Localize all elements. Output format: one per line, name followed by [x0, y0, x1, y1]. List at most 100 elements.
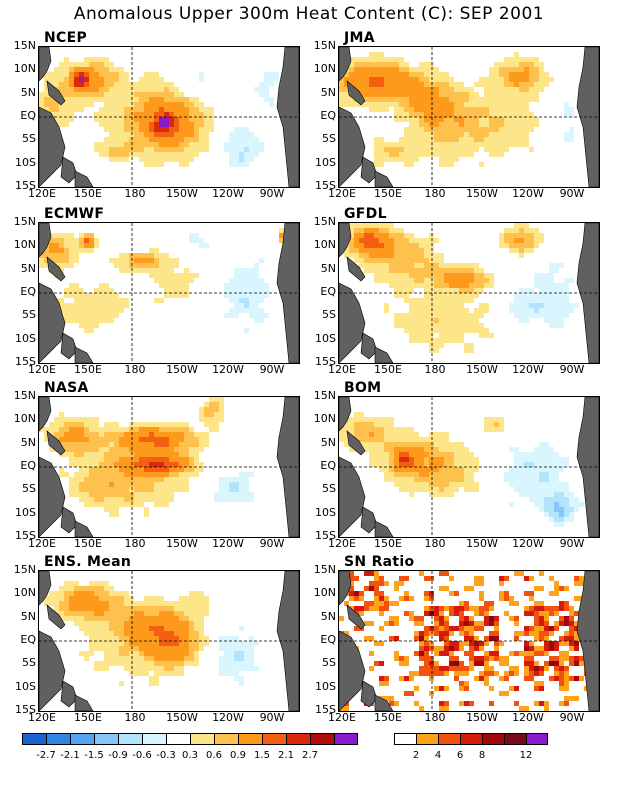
- heatmap-cell: [509, 57, 514, 62]
- heatmap-cell: [164, 432, 169, 437]
- heatmap-cell: [354, 233, 359, 238]
- heatmap-cell: [89, 447, 94, 452]
- heatmap-cell: [539, 616, 544, 621]
- heatmap-cell: [199, 442, 204, 447]
- heatmap-cell: [354, 243, 359, 248]
- heatmap-cell: [84, 437, 89, 442]
- heatmap-cell: [574, 596, 579, 601]
- heatmap-cell: [354, 422, 359, 427]
- heatmap-cell: [564, 671, 569, 676]
- heatmap-cell: [469, 293, 474, 298]
- heatmap-cell: [169, 263, 174, 268]
- heatmap-cell: [484, 147, 489, 152]
- heatmap-cell: [119, 661, 124, 666]
- heatmap-cell: [524, 82, 529, 87]
- heatmap-cell: [159, 661, 164, 666]
- heatmap-cell: [414, 457, 419, 462]
- heatmap-cell: [384, 696, 389, 701]
- heatmap-cell: [139, 263, 144, 268]
- heatmap-cell: [414, 107, 419, 112]
- heatmap-cell: [549, 482, 554, 487]
- land-mass: [74, 520, 94, 537]
- heatmap-cell: [104, 432, 109, 437]
- heatmap-cell: [134, 482, 139, 487]
- heatmap-cell: [464, 626, 469, 631]
- heatmap-cell: [439, 631, 444, 636]
- heatmap-cell: [224, 477, 229, 482]
- heatmap-cell: [89, 472, 94, 477]
- heatmap-cell: [509, 107, 514, 112]
- heatmap-cell: [459, 681, 464, 686]
- heatmap-cell: [364, 102, 369, 107]
- heatmap-cell: [184, 616, 189, 621]
- heatmap-cell: [464, 92, 469, 97]
- heatmap-cell: [94, 308, 99, 313]
- heatmap-cell: [409, 437, 414, 442]
- heatmap-cell: [574, 581, 579, 586]
- heatmap-cell: [379, 676, 384, 681]
- heatmap-cell: [519, 62, 524, 67]
- heatmap-cell: [419, 152, 424, 157]
- heatmap-cell: [494, 656, 499, 661]
- heatmap-cell: [209, 427, 214, 432]
- heatmap-cell: [519, 313, 524, 318]
- heatmap-cell: [469, 268, 474, 273]
- heatmap-cell: [54, 112, 59, 117]
- heatmap-cell: [449, 646, 454, 651]
- heatmap-cell: [84, 591, 89, 596]
- heatmap-cell: [454, 442, 459, 447]
- heatmap-cell: [174, 147, 179, 152]
- heatmap-cell: [379, 147, 384, 152]
- heatmap-cell: [354, 591, 359, 596]
- heatmap-cell: [104, 62, 109, 67]
- heatmap-cell: [349, 422, 354, 427]
- heatmap-cell: [149, 92, 154, 97]
- heatmap-cell: [234, 676, 239, 681]
- heatmap-cell: [139, 482, 144, 487]
- heatmap-cell: [104, 72, 109, 77]
- heatmap-cell: [74, 447, 79, 452]
- heatmap-cell: [139, 601, 144, 606]
- heatmap-cell: [414, 92, 419, 97]
- heatmap-cell: [144, 447, 149, 452]
- heatmap-cell: [209, 107, 214, 112]
- heatmap-cell: [399, 107, 404, 112]
- heatmap-cell: [414, 686, 419, 691]
- heatmap-cell: [454, 92, 459, 97]
- heatmap-cell: [264, 313, 269, 318]
- heatmap-cell: [174, 651, 179, 656]
- heatmap-cell: [74, 442, 79, 447]
- heatmap-cell: [514, 666, 519, 671]
- land-mass: [39, 456, 66, 537]
- heatmap-cell: [469, 92, 474, 97]
- heatmap-cell: [244, 137, 249, 142]
- heatmap-cell: [259, 318, 264, 323]
- heatmap-cell: [419, 646, 424, 651]
- heatmap-cell: [359, 82, 364, 87]
- heatmap-cell: [124, 82, 129, 87]
- heatmap-cell: [524, 122, 529, 127]
- heatmap-cell: [424, 661, 429, 666]
- heatmap-cell: [104, 112, 109, 117]
- heatmap-cell: [164, 147, 169, 152]
- heatmap-cell: [384, 142, 389, 147]
- heatmap-cell: [149, 258, 154, 263]
- heatmap-cell: [234, 671, 239, 676]
- heatmap-cell: [374, 417, 379, 422]
- heatmap-cell: [154, 147, 159, 152]
- heatmap-cell: [244, 157, 249, 162]
- heatmap-cell: [464, 666, 469, 671]
- heatmap-cell: [539, 507, 544, 512]
- heatmap-cell: [199, 636, 204, 641]
- heatmap-cell: [189, 278, 194, 283]
- heatmap-cell: [409, 676, 414, 681]
- heatmap-cell: [364, 62, 369, 67]
- heatmap-cell: [344, 706, 349, 711]
- heatmap-cell: [489, 117, 494, 122]
- heatmap-cell: [89, 432, 94, 437]
- heatmap-cell: [534, 651, 539, 656]
- heatmap-cell: [374, 82, 379, 87]
- heatmap-cell: [499, 243, 504, 248]
- heatmap-cell: [119, 92, 124, 97]
- heatmap-cell: [89, 616, 94, 621]
